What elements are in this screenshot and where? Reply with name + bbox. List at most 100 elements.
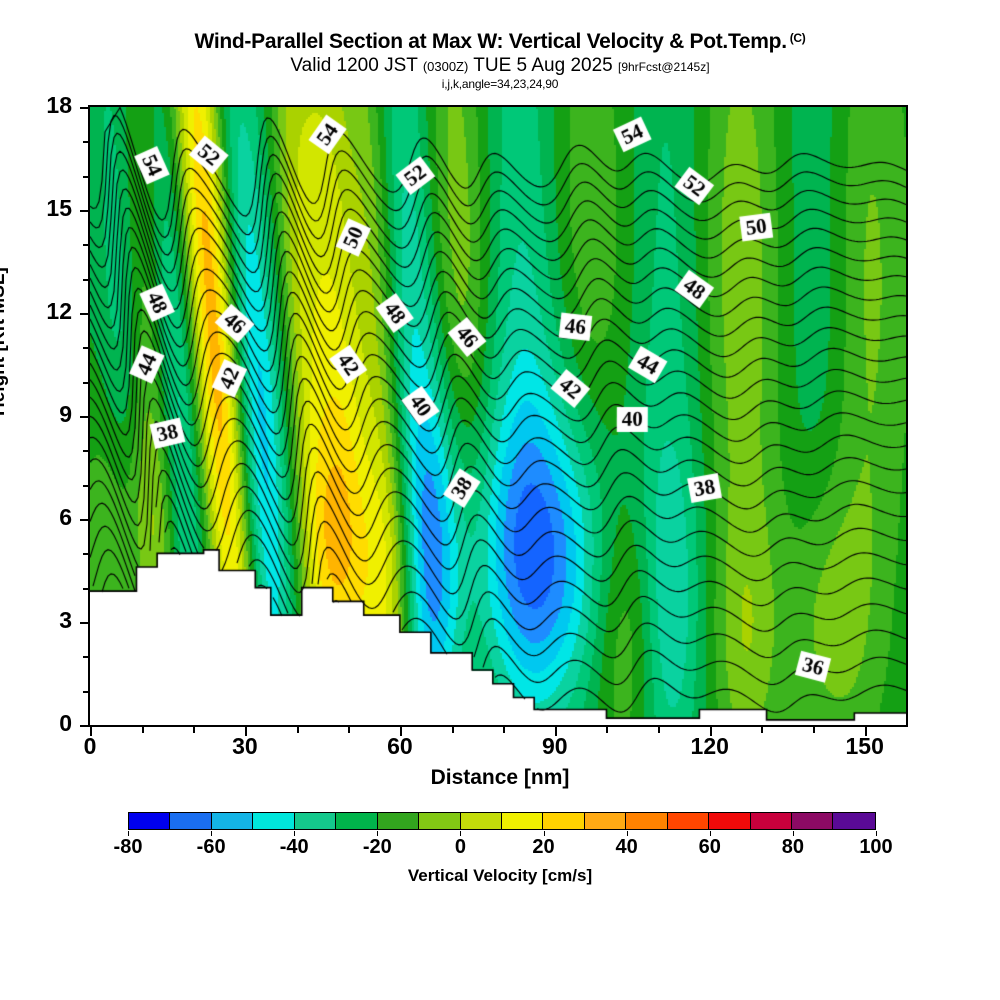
cross-section-plot: [88, 105, 908, 727]
x-axis-tick-label: 120: [690, 733, 729, 759]
colorbar-tick-label: -20: [362, 836, 392, 858]
colorbar-swatch: [833, 813, 875, 829]
colorbar-swatch: [170, 813, 212, 829]
colorbar-swatch: [211, 813, 254, 829]
y-axis-tick-label: 0: [59, 710, 72, 736]
x-axis-minor-tick: [141, 727, 144, 733]
y-axis-minor-tick: [83, 141, 88, 144]
colorbar-tick: [128, 831, 129, 836]
colorbar-swatch: [377, 813, 420, 829]
x-axis-tick-label: 150: [845, 733, 884, 759]
x-axis-tick: [554, 727, 557, 736]
y-axis-minor-tick: [83, 244, 88, 247]
y-axis-tick: [80, 622, 88, 624]
y-axis-minor-tick: [83, 175, 88, 178]
y-axis-minor-tick: [83, 690, 88, 693]
y-axis-minor-tick: [83, 587, 88, 590]
x-axis-tick: [864, 727, 867, 736]
y-axis-minor-tick: [83, 656, 88, 659]
colorbar-tick-label: 60: [698, 836, 721, 858]
x-axis-tick: [244, 727, 247, 736]
colorbar-tick-label: 100: [859, 836, 893, 858]
x-axis-tick-label: 90: [542, 733, 568, 759]
colorbar-tick-label: -40: [279, 836, 309, 858]
colorbar-tick: [626, 831, 628, 836]
x-axis-minor-tick: [813, 727, 816, 733]
x-axis-tick: [709, 727, 712, 736]
x-axis-title: Distance [nm]: [430, 766, 570, 789]
colorbar-tick: [211, 831, 213, 836]
colorbar-tick: [792, 831, 794, 836]
page-title: Wind-Parallel Section at Max W: Vertical…: [0, 30, 1000, 54]
colorbar-tick: [876, 831, 877, 836]
x-axis-minor-tick: [348, 727, 351, 733]
y-axis-tick: [80, 107, 88, 109]
colorbar-swatch: [419, 813, 461, 829]
valid-date: TUE 5 Aug 2025: [468, 55, 618, 76]
ijk-angle-line: i,j,k,angle=34,23,24,90: [441, 77, 559, 91]
y-axis-minor-tick: [83, 381, 88, 384]
subtitle: Valid 1200 JST (0300Z) TUE 5 Aug 2025 [9…: [0, 55, 1000, 77]
colorbar-tick-label: 20: [532, 836, 555, 858]
main-title-text: Wind-Parallel Section at Max W: Vertical…: [194, 30, 788, 53]
colorbar-tick-label: 80: [781, 836, 804, 858]
colorbar-tick-label: 40: [615, 836, 638, 858]
colorbar-tick: [709, 831, 711, 836]
colorbar-swatch: [543, 813, 585, 829]
x-axis-minor-tick: [761, 727, 764, 733]
colorbar-tick: [294, 831, 296, 836]
y-axis-tick: [80, 416, 88, 418]
colorbar-tick-label: 0: [454, 836, 466, 858]
x-axis-minor-tick: [606, 727, 609, 733]
x-axis-minor-tick: [451, 727, 454, 733]
colorbar-swatch: [626, 813, 668, 829]
colorbar-swatch: [792, 813, 834, 829]
x-axis-tick-label: 60: [387, 733, 413, 759]
y-axis-title: Height [Kft MSL]: [0, 267, 9, 416]
colorbar-tick: [377, 831, 379, 836]
y-axis-tick: [80, 210, 88, 212]
x-axis-minor-tick: [658, 727, 661, 733]
colorbar-tick: [460, 831, 462, 836]
colorbar-tick: [543, 831, 545, 836]
y-axis-tick-label: 18: [46, 92, 72, 118]
valid-text: Valid 1200 JST: [290, 55, 423, 76]
colorbar-swatch: [584, 813, 627, 829]
x-axis-tick: [399, 727, 402, 736]
colorbar-swatch: [709, 813, 751, 829]
x-axis-minor-tick: [193, 727, 196, 733]
y-axis-minor-tick: [83, 278, 88, 281]
colorbar-tick-label: -80: [113, 836, 143, 858]
colorbar-tick-label: -60: [196, 836, 226, 858]
colorbar: [128, 812, 876, 830]
colorbar-swatch: [667, 813, 710, 829]
colorbar-swatch: [253, 813, 295, 829]
colorbar-swatch: [501, 813, 544, 829]
y-axis-minor-tick: [83, 450, 88, 453]
colorbar-swatch: [750, 813, 792, 829]
y-axis-tick: [80, 313, 88, 315]
y-axis-tick-label: 9: [59, 401, 72, 427]
colorbar-swatch: [336, 813, 378, 829]
y-axis-minor-tick: [83, 347, 88, 350]
y-axis-tick: [80, 519, 88, 521]
y-axis-minor-tick: [83, 484, 88, 487]
x-axis-tick: [90, 727, 92, 736]
forecast-tag: [9hrFcst@2145z]: [618, 60, 710, 74]
x-axis-minor-tick: [296, 727, 299, 733]
y-axis-tick-label: 15: [46, 195, 72, 221]
valid-zulu: (0300Z): [422, 59, 469, 74]
x-axis-tick-label: 0: [83, 733, 97, 759]
colorbar-swatch: [294, 813, 337, 829]
vertical-velocity-contour-canvas: [90, 107, 906, 725]
colorbar-swatch: [129, 813, 171, 829]
x-axis-minor-tick: [503, 727, 506, 733]
title-block: Wind-Parallel Section at Max W: Vertical…: [0, 30, 1000, 91]
y-axis-minor-tick: [83, 553, 88, 556]
y-axis-tick-label: 3: [59, 607, 72, 633]
y-axis-tick-label: 12: [46, 298, 72, 324]
colorbar-title: Vertical Velocity [cm/s]: [407, 866, 593, 885]
y-axis-tick-label: 6: [59, 504, 72, 530]
copyright-mark: (C): [789, 31, 806, 45]
y-axis-tick: [80, 725, 88, 727]
